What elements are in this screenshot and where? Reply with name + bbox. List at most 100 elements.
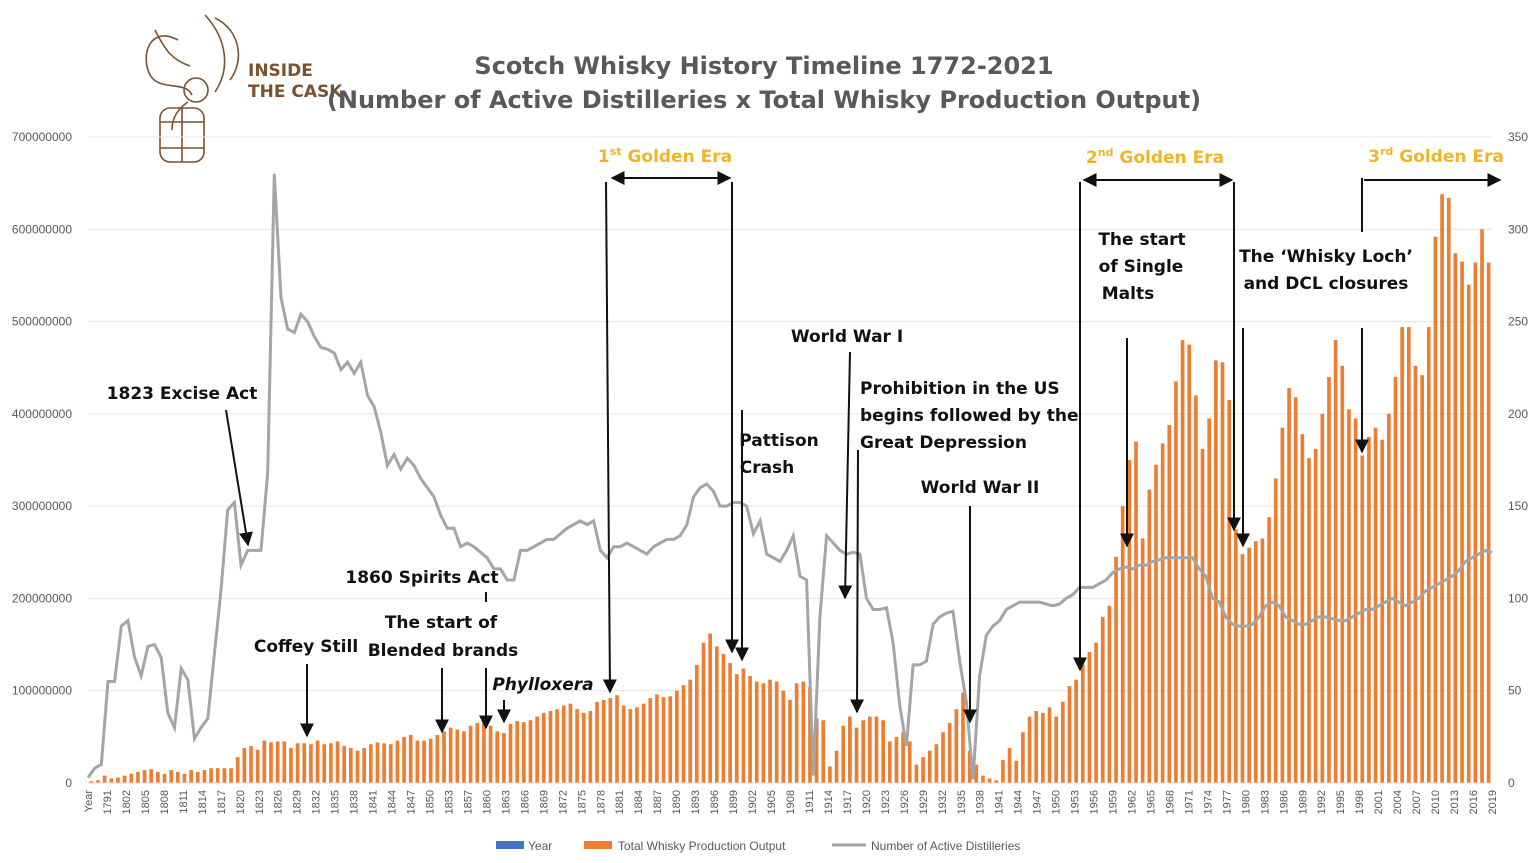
legend-label-distilleries: Number of Active Distilleries <box>871 839 1020 853</box>
production-bar <box>482 722 486 783</box>
production-bar <box>1147 489 1152 783</box>
production-bar <box>848 716 852 783</box>
x-axis-tick-label: 1805 <box>140 790 152 814</box>
production-bar <box>947 723 952 783</box>
production-bar <box>448 727 453 783</box>
right-axis-tick-label: 200 <box>1508 407 1528 421</box>
production-bar <box>868 716 872 783</box>
x-axis-tick-label: 1977 <box>1221 790 1233 814</box>
x-axis-tick-label: 1935 <box>956 790 968 814</box>
right-axis-tick-label: 50 <box>1508 684 1522 698</box>
annotation-blended-line1: The start of <box>385 613 498 633</box>
production-bar <box>854 727 859 783</box>
production-bar <box>1034 711 1039 783</box>
production-bar <box>495 731 500 783</box>
production-bar <box>1120 506 1125 783</box>
production-bar <box>1214 360 1218 783</box>
production-bar <box>1260 538 1265 783</box>
excise-act-arrow <box>225 409 253 547</box>
production-bar <box>967 750 972 783</box>
x-axis-tick-label: 1959 <box>1108 790 1120 814</box>
production-bar <box>1080 664 1085 783</box>
left-axis-tick-label: 300000000 <box>12 499 72 513</box>
production-bar <box>1027 716 1032 783</box>
gridlines <box>88 136 1492 692</box>
left-axis-tick-label: 400000000 <box>12 407 72 421</box>
production-bar <box>1340 365 1345 783</box>
chart-title: Scotch Whisky History Timeline 1772-2021 <box>474 52 1053 80</box>
x-axis-tick-label: 2016 <box>1468 790 1480 814</box>
production-bar <box>442 731 446 783</box>
production-bar <box>1466 284 1471 783</box>
production-bar <box>1233 529 1238 783</box>
production-bar <box>315 740 320 783</box>
production-bar <box>1194 395 1198 783</box>
production-bar <box>362 747 366 783</box>
production-bar <box>1174 381 1178 783</box>
production-bar <box>182 773 187 783</box>
production-bar <box>1220 362 1225 783</box>
production-bar <box>734 674 739 783</box>
x-axis-tick-label: 1953 <box>1070 790 1082 814</box>
production-bar <box>761 683 766 783</box>
annotation-whisky-loch-line2: and DCL closures <box>1244 274 1409 294</box>
production-bar <box>1446 197 1451 783</box>
production-bar <box>368 744 373 783</box>
production-bar <box>555 709 559 783</box>
production-bar <box>355 750 360 783</box>
production-bar <box>1460 261 1464 784</box>
x-axis-tick-label: 2019 <box>1487 790 1499 814</box>
production-bar <box>249 746 253 783</box>
annotation-ww2: World War II <box>921 478 1040 498</box>
first-golden-era-label: 1st Golden Era <box>598 145 732 167</box>
production-bar <box>1480 229 1484 784</box>
production-bars <box>89 194 1491 784</box>
x-axis-tick-label: 1941 <box>994 790 1006 814</box>
production-bar <box>708 633 712 783</box>
production-bar <box>1307 458 1311 783</box>
production-bar <box>881 720 885 783</box>
production-bar <box>1333 340 1338 783</box>
left-axis-tick-label: 600000000 <box>12 222 72 236</box>
production-bar <box>1054 716 1058 783</box>
production-bar <box>515 721 520 783</box>
production-bar <box>309 744 313 783</box>
production-bar <box>808 687 812 783</box>
production-bar <box>1047 707 1052 783</box>
prohibition-arrow <box>850 449 865 714</box>
left-axis-tick-label: 0 <box>65 776 72 790</box>
production-bar <box>122 775 127 783</box>
production-bar <box>142 770 147 783</box>
x-axis-tick-label: 1893 <box>690 790 702 814</box>
production-bar <box>887 741 892 783</box>
production-bar <box>907 741 912 783</box>
production-bar <box>1087 651 1092 783</box>
production-bar <box>681 685 686 783</box>
second-golden-era-label: 2nd Golden Era <box>1086 146 1224 168</box>
x-axis-tick-label: 1968 <box>1165 790 1177 814</box>
production-bar <box>794 683 799 783</box>
x-axis-tick-label: 1847 <box>406 790 418 814</box>
production-bar <box>1074 679 1078 783</box>
production-bar <box>1207 418 1212 783</box>
production-bar <box>675 690 679 783</box>
production-bar <box>575 709 579 783</box>
x-axis-tick-label: 1853 <box>444 790 456 814</box>
production-bar <box>202 770 207 783</box>
production-bar <box>116 777 120 783</box>
left-axis-tick-label: 500000000 <box>12 315 72 329</box>
production-bar <box>1347 409 1351 783</box>
x-axis-tick-label: 1844 <box>387 790 399 814</box>
production-bar <box>828 766 832 783</box>
production-bar <box>508 723 513 783</box>
production-bar <box>102 775 107 783</box>
production-bar <box>1413 365 1418 783</box>
production-bar <box>528 720 533 783</box>
production-bar <box>841 725 846 783</box>
x-axis-tick-label: 1950 <box>1051 790 1063 814</box>
x-axis-tick-label: 1896 <box>709 790 721 814</box>
production-bar <box>242 747 247 783</box>
production-bar <box>741 668 746 783</box>
x-axis-tick-label: 1826 <box>273 790 285 814</box>
